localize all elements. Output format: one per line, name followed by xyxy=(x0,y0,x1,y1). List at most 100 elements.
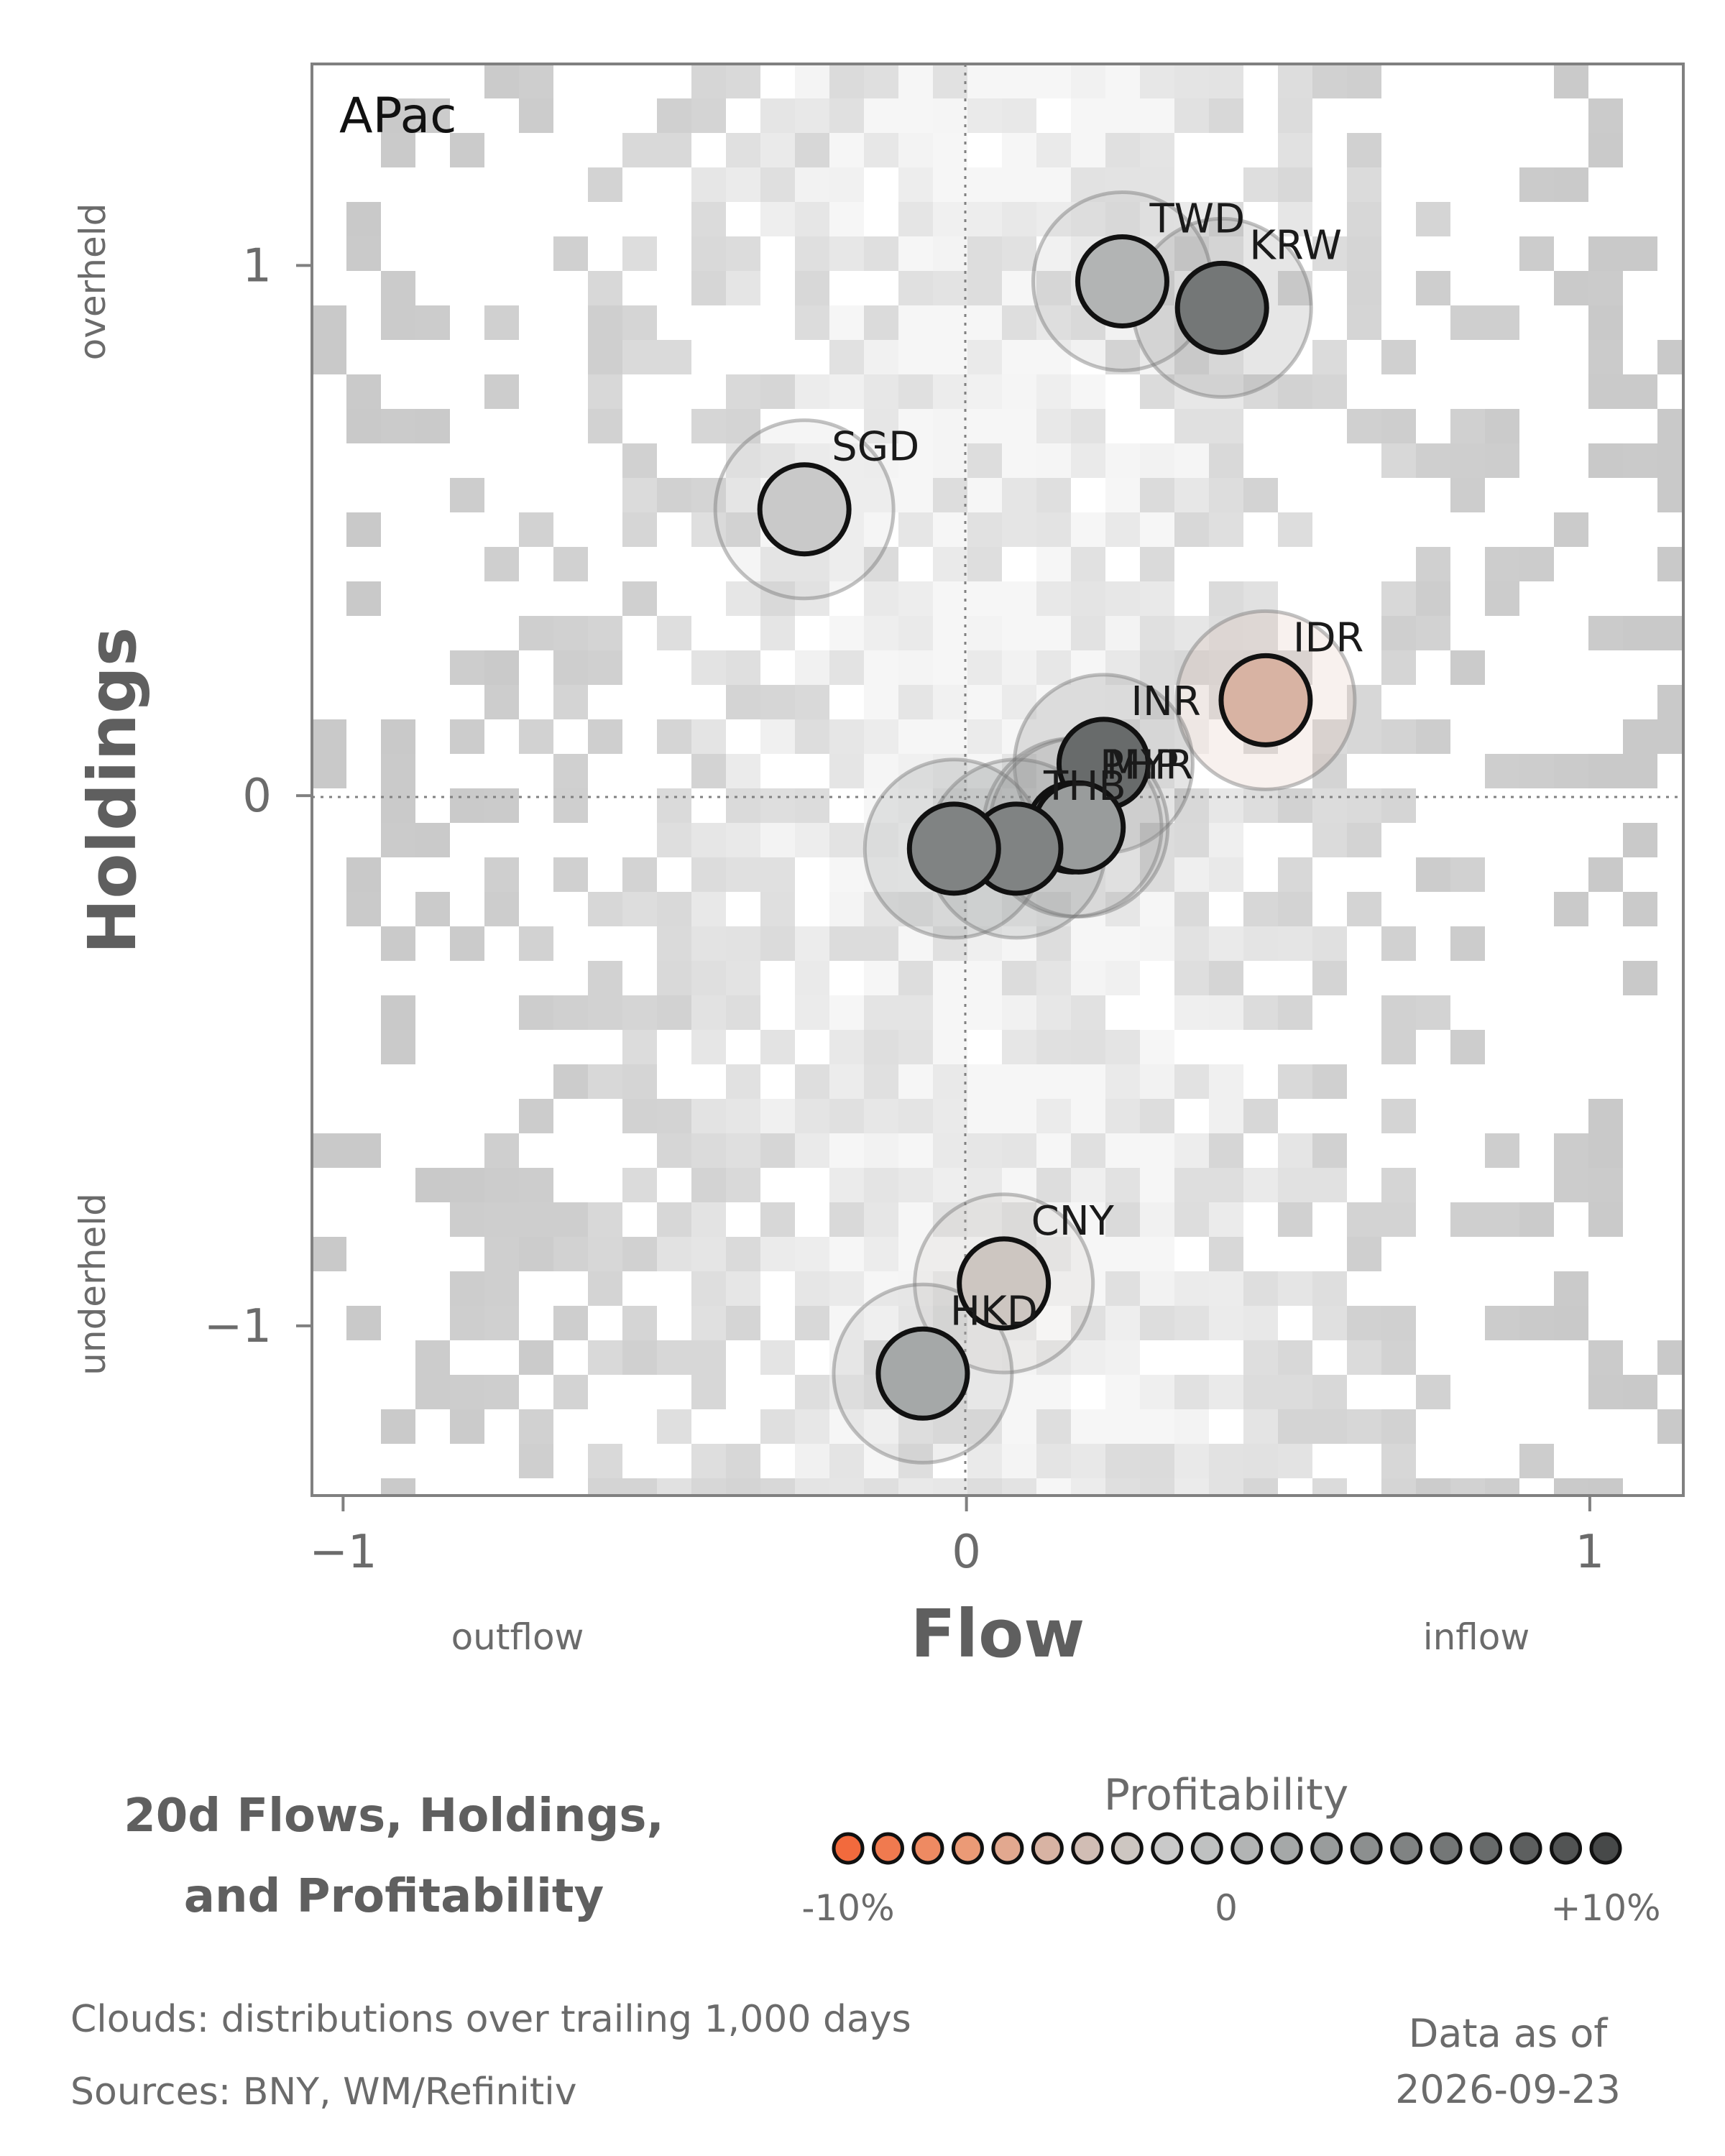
cloud-cell xyxy=(1002,305,1036,340)
legend-swatch xyxy=(911,1832,944,1865)
cloud-cell xyxy=(829,1168,864,1202)
cloud-cell xyxy=(1071,547,1105,581)
y-low-direction-label: underheld xyxy=(72,1193,114,1376)
cloud-cell xyxy=(967,1409,1002,1444)
cloud-cell xyxy=(1243,1168,1278,1202)
cloud-cell xyxy=(1036,64,1071,98)
cloud-cell xyxy=(795,98,829,133)
cloud-cell xyxy=(1416,271,1450,305)
cloud-cell xyxy=(1105,98,1140,133)
cloud-cell xyxy=(829,1444,864,1478)
cloud-cell xyxy=(1588,616,1623,650)
cloud-cell xyxy=(1174,443,1209,478)
cloud-cell xyxy=(1140,857,1174,892)
cloud-cell xyxy=(1450,857,1485,892)
cloud-cell xyxy=(1002,719,1036,754)
cloud-cell xyxy=(1588,1340,1623,1375)
x-tick-label: −1 xyxy=(309,1526,377,1579)
cloud-cell xyxy=(1036,1168,1071,1202)
cloud-cell xyxy=(726,1444,760,1478)
cloud-cell xyxy=(588,961,622,995)
cloud-cell xyxy=(726,443,760,478)
cloud-cell xyxy=(795,995,829,1030)
cloud-cell xyxy=(1036,443,1071,478)
cloud-cell xyxy=(726,236,760,271)
cloud-cell xyxy=(1243,892,1278,926)
cloud-cell xyxy=(1416,202,1450,236)
cloud-cell xyxy=(933,1099,967,1133)
cloud-cell xyxy=(1347,133,1381,167)
cloud-cell xyxy=(484,374,519,409)
cloud-cell xyxy=(1623,892,1657,926)
cloud-cell xyxy=(415,1375,450,1409)
cloud-cell xyxy=(933,512,967,547)
cloud-cell xyxy=(588,1202,622,1237)
cloud-cell xyxy=(588,340,622,374)
cloud-cell xyxy=(553,547,588,581)
cloud-cell xyxy=(1588,133,1623,167)
cloud-cell xyxy=(829,892,864,926)
cloud-cell xyxy=(726,374,760,409)
cloud-cell xyxy=(829,1306,864,1340)
cloud-cell xyxy=(1209,1237,1243,1271)
cloud-cell xyxy=(1209,823,1243,857)
cloud-cell xyxy=(1347,823,1381,857)
cloud-cell xyxy=(1140,892,1174,926)
cloud-cell xyxy=(1174,1306,1209,1340)
cloud-cell xyxy=(967,512,1002,547)
cloud-cell xyxy=(1347,1340,1381,1375)
cloud-cell xyxy=(933,1133,967,1168)
cloud-cell xyxy=(864,857,898,892)
cloud-cell xyxy=(1554,512,1588,547)
cloud-cell xyxy=(864,1237,898,1271)
cloud-cell xyxy=(691,1306,726,1340)
cloud-cell xyxy=(726,857,760,892)
cloud-cell xyxy=(898,374,933,409)
cloud-cell xyxy=(1278,857,1312,892)
cloud-cell xyxy=(967,995,1002,1030)
cloud-cell xyxy=(1140,1202,1174,1237)
cloud-cell xyxy=(1002,1099,1036,1133)
cloud-cell xyxy=(1140,64,1174,98)
cloud-cell xyxy=(967,1340,1002,1375)
cloud-cell xyxy=(657,1202,691,1237)
cloud-cell xyxy=(967,236,1002,271)
cloud-cell xyxy=(1312,1271,1347,1306)
cloud-cell xyxy=(657,1340,691,1375)
cloud-cell xyxy=(1140,823,1174,857)
cloud-cell xyxy=(967,961,1002,995)
cloud-cell xyxy=(1105,892,1140,926)
cloud-cell xyxy=(829,1030,864,1064)
cloud-cell xyxy=(381,788,415,823)
cloud-cell xyxy=(829,823,864,857)
cloud-cell xyxy=(1347,788,1381,823)
cloud-cell xyxy=(1278,64,1312,98)
cloud-cell xyxy=(1071,961,1105,995)
cloud-cell xyxy=(415,1168,450,1202)
cloud-cell xyxy=(622,305,657,340)
legend-swatch xyxy=(1350,1832,1383,1865)
cloud-cell xyxy=(450,133,484,167)
cloud-cell xyxy=(691,202,726,236)
cloud-cell xyxy=(1278,1444,1312,1478)
legend-swatch xyxy=(1071,1832,1104,1865)
cloud-cell xyxy=(760,1237,795,1271)
axis-ticks: −1 0 1 −1 0 1 xyxy=(204,239,1605,1579)
cloud-cell xyxy=(1036,478,1071,512)
cloud-cell xyxy=(1554,167,1588,202)
cloud-cell xyxy=(760,1340,795,1375)
cloud-cell xyxy=(1105,167,1140,202)
cloud-cell xyxy=(588,374,622,409)
cloud-cell xyxy=(1036,685,1071,719)
cloud-cell xyxy=(1278,1271,1312,1306)
cloud-cell xyxy=(346,202,381,236)
cloud-cell xyxy=(622,236,657,271)
cloud-cell xyxy=(726,995,760,1030)
cloud-cell xyxy=(933,1202,967,1237)
cloud-cell xyxy=(450,1202,484,1237)
cloud-cell xyxy=(864,1133,898,1168)
cloud-cell xyxy=(1140,1306,1174,1340)
cloud-cell xyxy=(553,1237,588,1271)
cloud-cell xyxy=(898,581,933,616)
data-date: 2026-09-23 xyxy=(1395,2067,1621,2112)
